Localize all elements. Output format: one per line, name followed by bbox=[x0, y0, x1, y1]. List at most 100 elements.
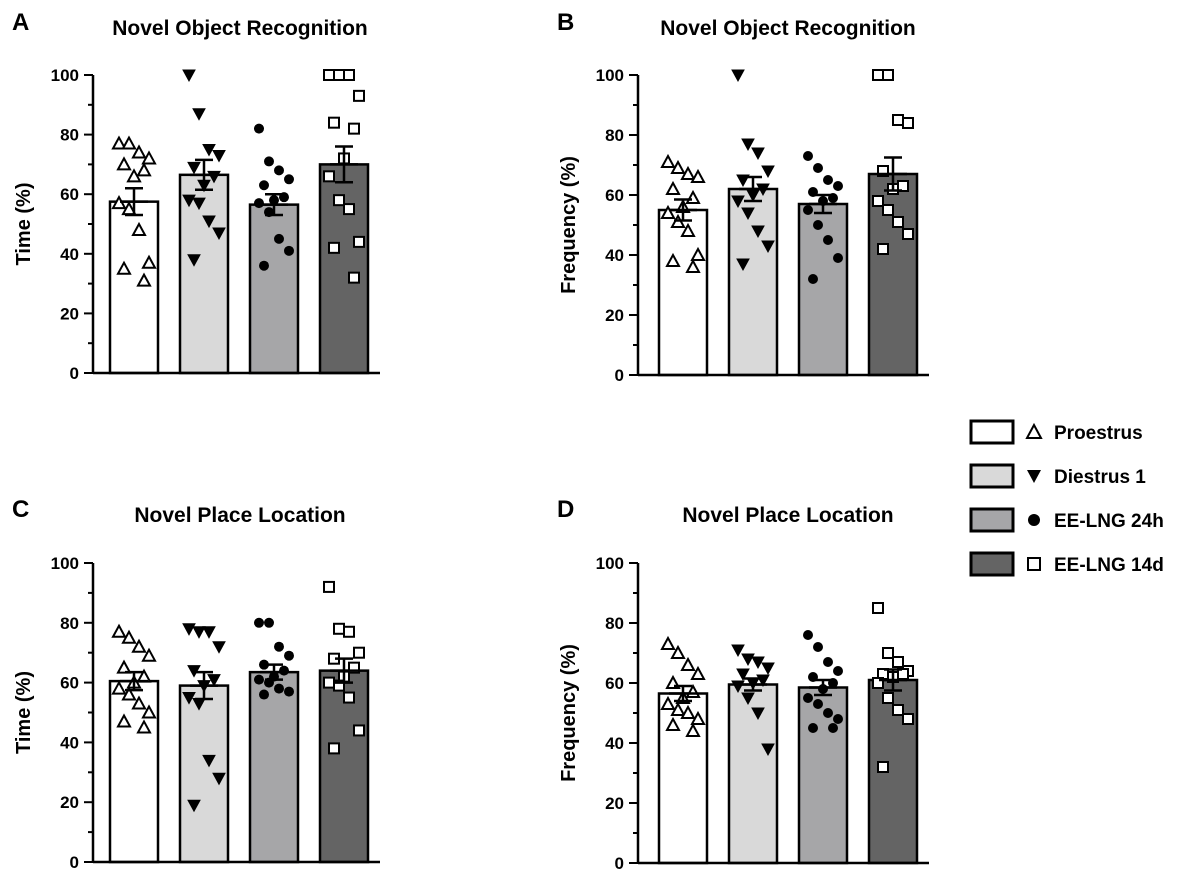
legend-marker-shape bbox=[1025, 422, 1043, 439]
data-point bbox=[731, 644, 745, 658]
data-point bbox=[279, 665, 289, 676]
data-point bbox=[333, 679, 345, 692]
data-point bbox=[348, 271, 360, 284]
chart-panel-d: D Novel Place Location Frequency (%) 0 20 40 6… bbox=[557, 496, 929, 873]
data-point bbox=[202, 626, 216, 639]
chart-title: Novel Place Location bbox=[134, 504, 345, 527]
data-point bbox=[761, 240, 775, 254]
error-bar bbox=[739, 175, 767, 203]
data-point bbox=[284, 174, 294, 185]
data-point bbox=[823, 175, 833, 185]
data-point bbox=[182, 194, 196, 208]
data-point bbox=[141, 647, 157, 662]
data-point bbox=[111, 680, 127, 695]
data-point bbox=[685, 722, 701, 737]
data-point bbox=[121, 629, 137, 644]
data-point bbox=[259, 180, 269, 191]
data-point bbox=[902, 713, 914, 725]
y-tick-label: 20 bbox=[605, 306, 624, 325]
data-point bbox=[343, 69, 355, 81]
y-tick-label: 80 bbox=[605, 614, 624, 633]
data-point bbox=[823, 657, 833, 667]
data-point bbox=[872, 602, 884, 614]
data-point bbox=[323, 676, 335, 689]
data-point bbox=[680, 656, 696, 671]
data-point bbox=[665, 252, 681, 267]
data-point bbox=[680, 704, 696, 719]
data-point bbox=[343, 203, 355, 216]
data-point bbox=[111, 135, 127, 150]
error-bar bbox=[190, 670, 218, 701]
legend-swatch-ee-lng-24h bbox=[969, 507, 1015, 533]
data-point bbox=[353, 646, 365, 659]
y-tick-label: 0 bbox=[70, 853, 79, 872]
data-point bbox=[761, 165, 775, 179]
y-tick-label: 0 bbox=[615, 854, 624, 873]
data-point bbox=[731, 69, 745, 83]
data-point bbox=[882, 692, 894, 704]
triangle-up-open-icon bbox=[1025, 422, 1043, 439]
data-point bbox=[284, 650, 294, 661]
points-proestrus bbox=[660, 635, 706, 737]
points-ee-lng-24h bbox=[254, 123, 294, 271]
data-point bbox=[264, 617, 274, 628]
data-point bbox=[833, 253, 843, 263]
data-point bbox=[259, 659, 269, 670]
y-tick-label: 0 bbox=[615, 366, 624, 385]
data-point bbox=[685, 683, 701, 698]
data-point bbox=[736, 668, 750, 682]
error-bar bbox=[669, 198, 697, 222]
data-point bbox=[121, 135, 137, 150]
data-point bbox=[141, 254, 157, 269]
data-point bbox=[751, 707, 765, 721]
y-tick-label: 100 bbox=[596, 66, 624, 85]
data-point bbox=[187, 799, 201, 813]
y-tick-label: 0 bbox=[70, 364, 79, 383]
data-point bbox=[813, 699, 823, 709]
data-point bbox=[741, 138, 755, 152]
data-point bbox=[348, 122, 360, 135]
legend-swatch-ee-lng-14d bbox=[969, 551, 1015, 577]
data-point bbox=[264, 156, 274, 167]
data-point bbox=[182, 623, 196, 636]
data-point bbox=[670, 701, 686, 716]
data-point bbox=[254, 123, 264, 134]
data-point bbox=[259, 260, 269, 271]
data-point bbox=[131, 638, 147, 653]
data-point bbox=[116, 260, 132, 275]
data-point bbox=[353, 89, 365, 102]
data-point bbox=[116, 713, 132, 728]
data-point bbox=[813, 220, 823, 230]
y-tick-label: 80 bbox=[60, 614, 79, 633]
error-bar bbox=[260, 663, 288, 681]
data-point bbox=[731, 195, 745, 209]
data-point bbox=[685, 189, 701, 204]
data-point bbox=[274, 683, 284, 694]
data-point bbox=[751, 225, 765, 239]
data-point bbox=[259, 689, 269, 700]
data-point bbox=[192, 197, 206, 211]
bar-ee-lng-24h bbox=[797, 686, 849, 865]
data-point bbox=[182, 69, 196, 83]
legend-swatch-proestrus bbox=[969, 419, 1015, 445]
legend-label-ee-lng-14d: EE-LNG 14d bbox=[1054, 555, 1164, 576]
error-bar bbox=[120, 670, 148, 692]
data-point bbox=[813, 642, 823, 652]
data-point bbox=[274, 233, 284, 244]
y-tick-label: 40 bbox=[605, 734, 624, 753]
data-point bbox=[660, 695, 676, 710]
y-axis-label: Frequency (%) bbox=[558, 156, 580, 294]
y-axis-label: Time (%) bbox=[13, 183, 35, 266]
legend-marker-shape bbox=[1027, 470, 1041, 483]
data-point bbox=[892, 216, 904, 228]
data-point bbox=[902, 228, 914, 240]
data-point bbox=[207, 674, 221, 687]
data-point bbox=[212, 772, 226, 786]
data-point bbox=[254, 198, 264, 209]
bar-proestrus bbox=[108, 679, 160, 864]
data-point bbox=[182, 692, 196, 705]
data-point bbox=[803, 151, 813, 161]
data-point bbox=[192, 108, 206, 121]
data-point bbox=[877, 761, 889, 773]
data-point bbox=[761, 743, 775, 757]
